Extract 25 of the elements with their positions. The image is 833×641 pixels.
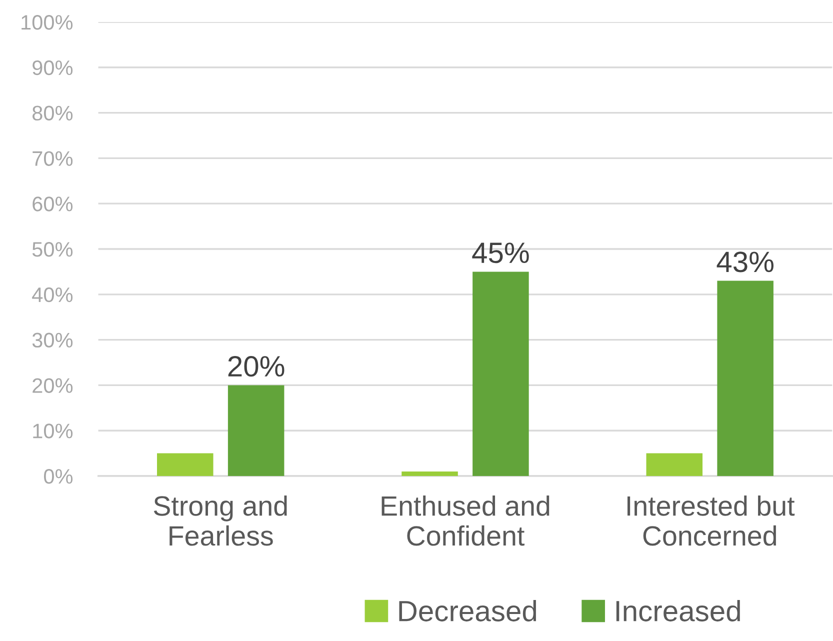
y-tick-label: 30% [32, 332, 73, 348]
y-tick-label: 70% [32, 151, 73, 166]
y-tick-label: 50% [32, 242, 73, 257]
y-tick-label: 80% [32, 106, 73, 121]
bar [402, 471, 458, 476]
data-label: 45% [472, 242, 529, 264]
y-tick-label: 40% [32, 287, 73, 302]
y-tick-label: 20% [32, 378, 73, 393]
x-tick-label: Strong and Fearless [154, 495, 287, 546]
bar [157, 453, 214, 476]
y-tick-label: 10% [33, 424, 73, 438]
bar [717, 280, 774, 476]
data-label: 20% [228, 356, 284, 377]
bar [228, 385, 284, 476]
data-label: 43% [716, 252, 774, 272]
y-tick-label: 100% [22, 14, 73, 30]
y-tick-label: 0% [44, 469, 73, 484]
x-tick-label: Enthused and Confident [382, 495, 550, 546]
bar [646, 453, 703, 476]
x-tick-label: Interested but Concerned [627, 495, 795, 546]
legend-label: Decreased [399, 600, 536, 622]
y-tick-label: 60% [32, 196, 73, 212]
bar [472, 272, 529, 476]
y-tick-label: 90% [32, 60, 73, 76]
legend-label: Increased [616, 600, 740, 622]
